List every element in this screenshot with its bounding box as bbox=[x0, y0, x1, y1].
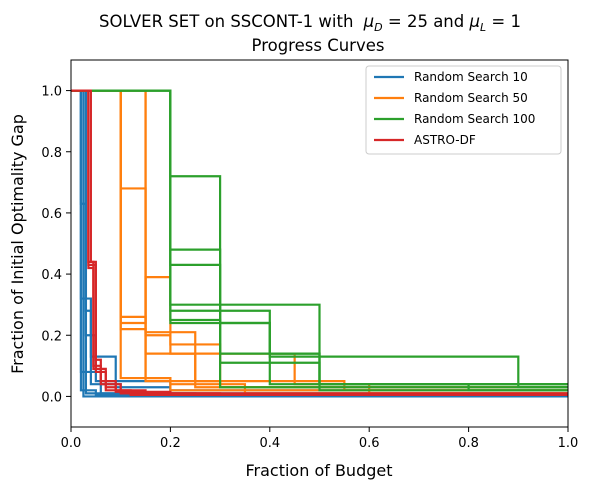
legend-label: Random Search 50 bbox=[414, 91, 528, 105]
legend: Random Search 10 Random Search 50 Random S… bbox=[365, 65, 562, 155]
x-tick-label: 0.2 bbox=[160, 436, 181, 451]
y-tick-label: 0.8 bbox=[41, 146, 62, 161]
curves-layer bbox=[71, 89, 568, 398]
chart-title: SOLVER SET on SSCONT-1 with μD = 25 and … bbox=[99, 12, 521, 34]
series-astro-df bbox=[71, 89, 568, 396]
y-tick-label: 1.0 bbox=[41, 85, 62, 100]
progress-curve-4-4 bbox=[71, 89, 568, 396]
y-tick-label: 0.6 bbox=[41, 207, 62, 222]
chart-subtitle: Progress Curves bbox=[252, 36, 385, 55]
chart-title-mu-d-val: = 25 and bbox=[383, 12, 470, 31]
y-tick-label: 0.0 bbox=[41, 390, 62, 405]
progress-curve-3-7 bbox=[71, 89, 568, 386]
chart-title-mu-l-val: = 1 bbox=[486, 12, 521, 31]
y-tick-label: 0.4 bbox=[41, 268, 62, 283]
x-tick-label: 0.6 bbox=[359, 436, 380, 451]
chart-title-mu-d-sub: D bbox=[374, 21, 382, 34]
series-random-search-100 bbox=[71, 89, 568, 392]
chart-title-mu-d: μ bbox=[363, 12, 375, 31]
legend-frame bbox=[365, 65, 562, 155]
x-tick-label: 1.0 bbox=[558, 436, 579, 451]
progress-curve-4-3 bbox=[71, 89, 568, 395]
x-axis-ticks: 0.0 0.2 0.4 0.6 0.8 1.0 bbox=[61, 427, 579, 451]
plot-frame bbox=[70, 59, 569, 428]
legend-label: ASTRO-DF bbox=[414, 133, 476, 147]
chart-title-mu-l-sub: L bbox=[480, 21, 486, 34]
chart-title-text: SOLVER SET on SSCONT-1 with bbox=[99, 12, 353, 31]
legend-label: Random Search 10 bbox=[414, 70, 528, 84]
y-tick-label: 0.2 bbox=[41, 329, 62, 344]
y-axis-ticks: 0.0 0.2 0.4 0.6 0.8 1.0 bbox=[41, 85, 71, 405]
x-tick-label: 0.4 bbox=[259, 436, 280, 451]
y-axis-label: Fraction of Initial Optimality Gap bbox=[8, 114, 27, 374]
x-axis-label: Fraction of Budget bbox=[245, 461, 392, 480]
chart-title-mu-l: μ bbox=[468, 12, 480, 31]
x-tick-label: 0.0 bbox=[61, 436, 82, 451]
x-tick-label: 0.8 bbox=[458, 436, 479, 451]
legend-label: Random Search 100 bbox=[414, 112, 535, 126]
